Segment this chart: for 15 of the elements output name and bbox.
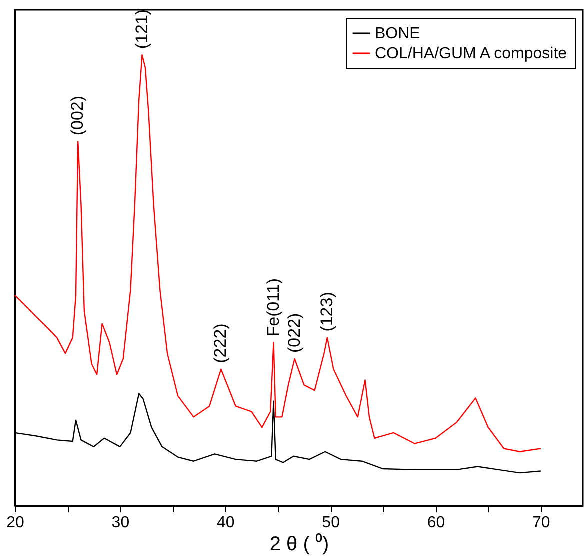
annotation: (123) (317, 292, 336, 332)
annotation: (222) (211, 324, 230, 364)
annotation: (121) (132, 9, 152, 50)
x-tick-label: 70 (532, 514, 550, 532)
x-tick-label: 30 (112, 514, 130, 532)
legend-label: BONE (375, 26, 420, 42)
x-tick-label: 60 (427, 514, 446, 532)
legend-label: COL/HA/GUM A composite (375, 46, 568, 62)
annotation: (002) (68, 96, 88, 136)
x-tick-label: 40 (216, 514, 235, 532)
annotation: Fe(011) (264, 278, 283, 337)
x-axis-title: 2 θ ( ⁰) (270, 532, 330, 556)
x-tick-label: 50 (322, 514, 340, 532)
annotation: (022) (284, 313, 304, 354)
x-tick-label: 20 (6, 514, 24, 532)
